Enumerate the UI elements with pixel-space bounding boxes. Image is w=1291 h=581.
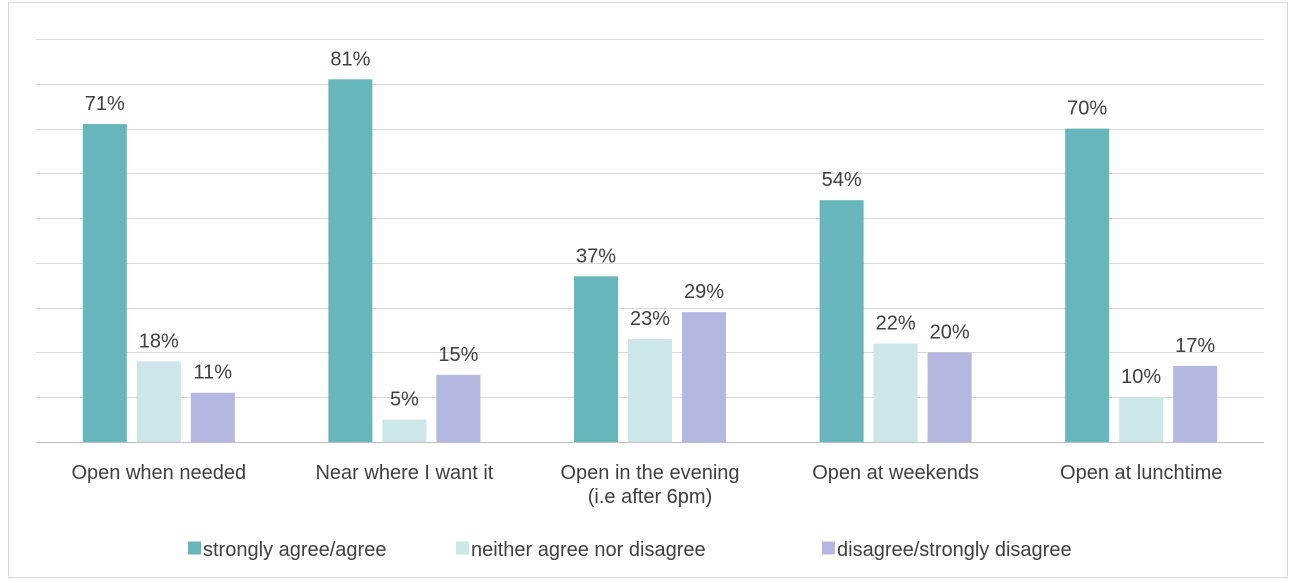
data-label: 11% [194, 362, 233, 384]
bar-1-5 [1065, 128, 1110, 442]
bar-3-5 [1173, 365, 1218, 442]
legend-swatch [188, 541, 201, 555]
data-label: 71% [85, 93, 125, 115]
data-label: 5% [390, 389, 419, 411]
bar-1-2 [328, 79, 373, 443]
bar-3-2 [436, 374, 481, 442]
bar-2-3 [628, 339, 672, 442]
data-label: 29% [684, 281, 724, 303]
data-label: 20% [930, 321, 970, 343]
data-label: 23% [630, 308, 670, 330]
category-label-line: (i.e after 6pm) [588, 486, 712, 508]
bar-2-1 [136, 361, 181, 442]
category-label-line: Open when needed [72, 462, 247, 484]
category-label: Open when needed [72, 462, 247, 484]
data-label: 18% [139, 330, 179, 352]
category-label: Open at weekends [812, 462, 979, 484]
legend-swatch [456, 541, 469, 555]
data-label: 10% [1121, 366, 1161, 388]
category-label-line: Open in the evening [560, 462, 739, 484]
bar-2-2 [382, 419, 427, 442]
category-label-line: Open at weekends [812, 462, 979, 484]
data-label: 15% [438, 344, 478, 366]
category-label: Near where I want it [315, 462, 493, 484]
legend-label: disagree/strongly disagree [837, 539, 1072, 561]
data-label: 17% [1175, 335, 1215, 357]
bar-1-4 [819, 200, 864, 442]
bar-2-5 [1119, 397, 1164, 442]
legend-label: neither agree nor disagree [471, 539, 706, 561]
data-label: 37% [576, 245, 616, 267]
category-label: Open in the evening (i.e after 6pm) [560, 462, 739, 508]
bar-3-4 [927, 352, 972, 442]
legend-swatch [822, 541, 835, 555]
data-label: 70% [1067, 98, 1107, 120]
bar-3-3 [682, 312, 726, 442]
bar-3-1 [190, 392, 235, 442]
bar-2-4 [873, 343, 918, 442]
legend-label: strongly agree/agree [203, 539, 386, 561]
data-label: 22% [876, 313, 916, 335]
bar-1-3 [574, 276, 618, 442]
category-label-line: Near where I want it [315, 462, 493, 484]
category-label-line: Open at lunchtime [1060, 462, 1222, 484]
bar-1-1 [82, 124, 127, 442]
data-label: 54% [822, 169, 862, 191]
category-label: Open at lunchtime [1060, 462, 1222, 484]
data-label: 81% [330, 48, 370, 70]
